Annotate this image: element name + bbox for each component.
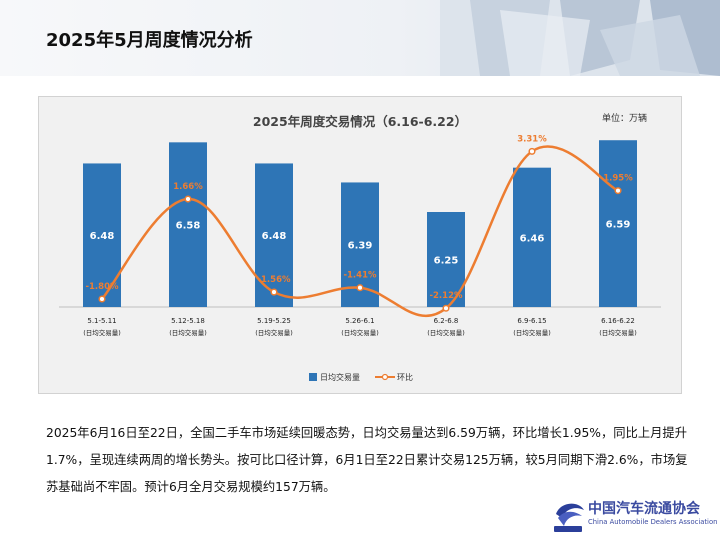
logo-chinese-name: 中国汽车流通协会 [588, 501, 700, 517]
mom-value-label: -2.12% [429, 291, 462, 301]
category-sublabel: (日均交易量) [83, 328, 121, 337]
header-banner: 2025年5月周度情况分析 [0, 0, 720, 76]
bar-5.1-5.11 [83, 163, 121, 307]
category-sublabel: (日均交易量) [513, 328, 551, 337]
chart-legend: 日均交易量 环比 [309, 372, 413, 382]
category-sublabel: (日均交易量) [599, 328, 637, 337]
category-sublabel: (日均交易量) [169, 328, 207, 337]
mom-point [270, 288, 278, 296]
category-sublabel: (日均交易量) [341, 328, 379, 337]
bar-6.16-6.22 [599, 140, 637, 307]
category-sublabel: (日均交易量) [427, 328, 465, 337]
category-label: 5.19-5.25 [257, 317, 291, 325]
weekly-trade-chart: 2025年周度交易情况（6.16-6.22） 单位：万辆 6.48 5.1-5.1… [59, 112, 661, 382]
category-label: 6.2-6.8 [434, 317, 459, 325]
chart-unit-label: 单位：万辆 [602, 112, 647, 124]
category-label: 6.9-6.15 [517, 317, 546, 325]
bar-value-label: 6.48 [90, 231, 115, 242]
mom-value-label: 1.66% [173, 182, 203, 192]
legend-line-marker [381, 373, 389, 381]
logo-emblem-icon [554, 503, 584, 532]
category-label: 6.16-6.22 [601, 317, 635, 325]
mom-point [98, 295, 106, 303]
mom-value-label: -1.41% [343, 271, 376, 281]
mom-point [614, 187, 622, 195]
mom-value-label: -1.80% [85, 282, 118, 292]
association-logo: 中国汽车流通协会 China Automobile Dealers Associ… [548, 494, 720, 540]
mom-value-label: 3.31% [517, 134, 547, 144]
mom-point [356, 284, 364, 292]
category-sublabel: (日均交易量) [255, 328, 293, 337]
page-title: 2025年5月周度情况分析 [46, 30, 253, 51]
bar-value-label: 6.58 [176, 221, 201, 232]
legend-line-label: 环比 [397, 372, 413, 382]
category-label: 5.12-5.18 [171, 317, 205, 325]
mom-point [528, 147, 536, 155]
bar-value-label: 6.39 [348, 241, 373, 252]
mom-point [184, 195, 192, 203]
description-text: 2025年6月16日至22日，全国二手车市场延续回暖态势，日均交易量达到6.59… [46, 426, 688, 494]
mom-value-label: 1.95% [603, 174, 633, 184]
chart-panel: 2025年周度交易情况（6.16-6.22） 单位：万辆 6.48 5.1-5.1… [38, 96, 682, 394]
bar-value-label: 6.59 [606, 220, 631, 231]
category-label: 5.26-6.1 [345, 317, 374, 325]
bar-value-label: 6.48 [262, 231, 287, 242]
header-decoration [440, 0, 720, 76]
chart-title: 2025年周度交易情况（6.16-6.22） [253, 114, 467, 129]
logo-english-name: China Automobile Dealers Association [588, 518, 718, 526]
legend-bar-swatch [309, 373, 317, 381]
bar-5.12-5.18 [169, 142, 207, 307]
category-label: 5.1-5.11 [87, 317, 116, 325]
bar-6.9-6.15 [513, 167, 551, 307]
mom-point [442, 304, 450, 312]
bar-value-label: 6.46 [520, 233, 545, 244]
mom-value-label: -1.56% [257, 275, 290, 285]
legend-bar-label: 日均交易量 [320, 372, 360, 382]
bar-value-label: 6.25 [434, 256, 459, 267]
